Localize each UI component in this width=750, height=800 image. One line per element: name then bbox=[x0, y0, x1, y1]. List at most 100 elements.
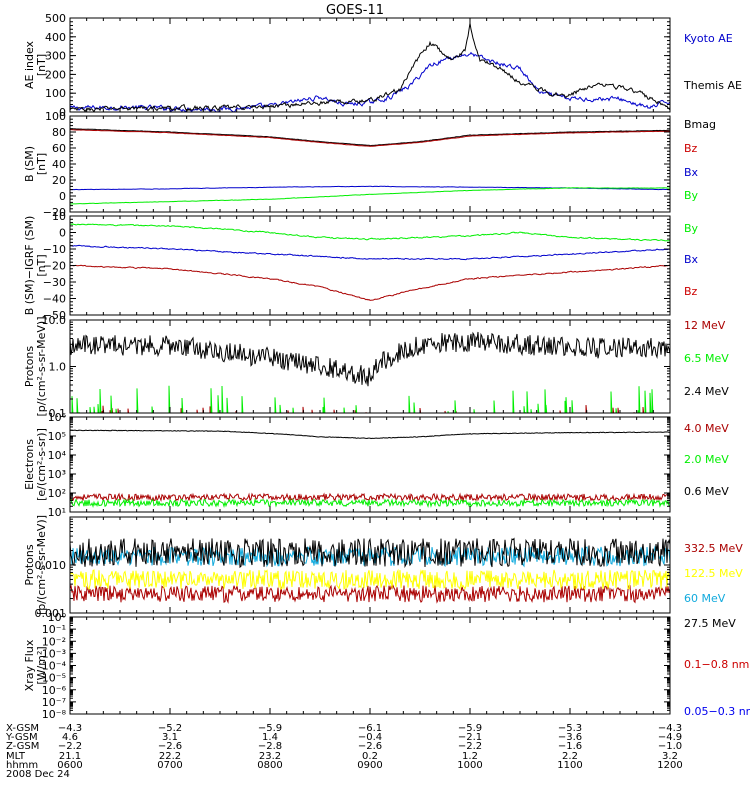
panel-1: 0 100 200 300 400 500 AE index [nT] Kyoto AE Them… bbox=[23, 12, 742, 119]
y-tick-label: 10⁻² bbox=[42, 635, 66, 648]
y-axis-unit: [nT] bbox=[35, 254, 48, 276]
y-tick-label: 0.010 bbox=[35, 559, 67, 572]
ephemeris-value: 22.2 bbox=[159, 751, 181, 762]
y-tick-label: 0 bbox=[59, 227, 66, 240]
ephemeris-value: 1.4 bbox=[262, 732, 278, 743]
series-line bbox=[70, 583, 670, 604]
legend-entry: Bmag bbox=[684, 118, 716, 131]
ephemeris-value: −4.3 bbox=[658, 723, 682, 734]
y-tick-label: 10.0 bbox=[42, 314, 67, 327]
legend-entry: Bz bbox=[684, 142, 698, 155]
y-tick-label: −20 bbox=[43, 260, 66, 273]
y-tick-label: 500 bbox=[45, 12, 66, 25]
y-tick-label: 60 bbox=[52, 142, 66, 155]
y-tick-label: 10³ bbox=[48, 468, 66, 481]
panel-6-traces bbox=[70, 537, 670, 604]
y-tick-label: 0 bbox=[59, 190, 66, 203]
y-tick-label: 1.0 bbox=[49, 361, 67, 374]
legend-entry: By bbox=[684, 222, 699, 235]
panel-5-traces bbox=[70, 429, 670, 508]
y-tick-label: 10⁻⁴ bbox=[42, 660, 67, 673]
y-tick-label: 40 bbox=[52, 158, 66, 171]
panel-5: 10¹ 10² 10³ 10⁴ 10⁵ 10⁶ Electrons [e/(cm²-s-sr)… bbox=[23, 411, 729, 519]
y-tick-label: 200 bbox=[45, 68, 66, 81]
y-tick-label: 10⁻⁸ bbox=[42, 708, 67, 721]
ephemeris-value: −5.9 bbox=[258, 723, 282, 734]
legend-entry: 0.6 MeV bbox=[684, 485, 729, 498]
ephemeris-value: −2.1 bbox=[458, 732, 482, 743]
ephemeris-value: −3.6 bbox=[558, 732, 582, 743]
panel-7: 10⁻⁸10⁻⁷10⁻⁶10⁻⁵10⁻⁴10⁻³10⁻²10⁻¹10⁰ Xray … bbox=[23, 611, 750, 721]
ephemeris-value: 2.2 bbox=[562, 751, 578, 762]
ephemeris-value: −6.1 bbox=[358, 723, 382, 734]
y-tick-label: 10¹ bbox=[48, 506, 66, 519]
ephemeris-table: X-GSMY-GSMZ-GSMMLThhmm−4.34.6−2.221.1060… bbox=[5, 723, 683, 780]
y-axis-label: Xray Flux bbox=[23, 639, 36, 691]
series-line bbox=[70, 23, 670, 112]
legend-entry: 0.1−0.8 nm bbox=[684, 658, 749, 671]
ephemeris-value: 1100 bbox=[557, 760, 582, 771]
ephemeris-value: 0600 bbox=[57, 760, 82, 771]
ephemeris-value: −2.2 bbox=[58, 741, 82, 752]
panel-1-traces bbox=[70, 23, 670, 112]
y-tick-label: 300 bbox=[45, 50, 66, 63]
y-axis-label: Protons bbox=[23, 544, 36, 585]
series-line bbox=[70, 492, 670, 503]
y-tick-label: 400 bbox=[45, 31, 66, 44]
panel-2-traces bbox=[70, 128, 670, 205]
plot-date: 2008 Dec 24 bbox=[6, 769, 70, 780]
panel-4-traces bbox=[70, 331, 670, 413]
plot-title: GOES-11 bbox=[326, 3, 384, 18]
y-tick-label: −50 bbox=[43, 309, 66, 322]
series-line bbox=[70, 264, 670, 301]
legend-entry: Themis AE bbox=[683, 79, 742, 92]
series-line bbox=[70, 187, 670, 205]
ephemeris-value: 0700 bbox=[157, 760, 182, 771]
y-tick-label: 0 bbox=[59, 106, 66, 119]
legend-entry: Bz bbox=[684, 285, 698, 298]
ephemeris-value: −2.8 bbox=[258, 741, 282, 752]
y-tick-label: 10⁻⁷ bbox=[42, 696, 66, 709]
series-spikes bbox=[101, 405, 645, 413]
y-axis-label: AE index bbox=[23, 40, 36, 89]
ephemeris-value: 0.2 bbox=[362, 751, 378, 762]
series-line bbox=[70, 128, 670, 147]
ephemeris-value: −2.2 bbox=[458, 741, 482, 752]
series-line bbox=[70, 545, 670, 568]
panel-frame bbox=[69, 319, 671, 414]
legend-entry: 2.0 MeV bbox=[684, 453, 729, 466]
ephemeris-value: 0800 bbox=[257, 760, 282, 771]
y-axis-unit: [nT] bbox=[35, 153, 48, 175]
series-line bbox=[70, 129, 670, 147]
y-tick-label: 10⁵ bbox=[48, 430, 66, 443]
ephemeris-value: 1000 bbox=[457, 760, 482, 771]
y-axis-label: B (SM)−IGRF (SM) bbox=[23, 216, 36, 316]
series-line bbox=[70, 331, 670, 387]
panel-3-traces bbox=[70, 223, 670, 301]
legend-entry: 122.5 MeV bbox=[684, 567, 743, 580]
y-axis-unit: [p/(cm²-s-sr-MeV)] bbox=[35, 515, 48, 615]
ephemeris-row-label: Y-GSM bbox=[5, 732, 38, 743]
legend-entry: 2.4 MeV bbox=[684, 385, 729, 398]
series-line bbox=[70, 537, 670, 569]
panel-frame bbox=[69, 115, 671, 213]
ephemeris-value: −4.3 bbox=[58, 723, 82, 734]
series-line bbox=[70, 497, 670, 508]
y-tick-label: −30 bbox=[43, 276, 66, 289]
y-tick-label: −40 bbox=[43, 293, 66, 306]
ephemeris-value: 23.2 bbox=[259, 751, 281, 762]
legend-entry: Kyoto AE bbox=[684, 32, 733, 45]
panel-3: −50 −40 −30 −20 −10 0 10 B (SM)−IGRF (SM) [nT] By… bbox=[23, 210, 699, 322]
y-tick-label: 10 bbox=[52, 210, 66, 223]
y-tick-label: 10⁻⁶ bbox=[42, 684, 67, 697]
ephemeris-value: −1.6 bbox=[558, 741, 582, 752]
series-line bbox=[70, 223, 670, 242]
y-tick-label: 0.001 bbox=[35, 607, 67, 620]
ephemeris-value: −2.6 bbox=[358, 741, 382, 752]
y-axis-label: Electrons bbox=[23, 439, 36, 490]
series-line bbox=[70, 429, 670, 440]
ephemeris-value: −4.9 bbox=[658, 732, 682, 743]
ephemeris-value: 0900 bbox=[357, 760, 382, 771]
legend-entry: 60 MeV bbox=[684, 592, 726, 605]
ephemeris-value: 21.1 bbox=[59, 751, 81, 762]
